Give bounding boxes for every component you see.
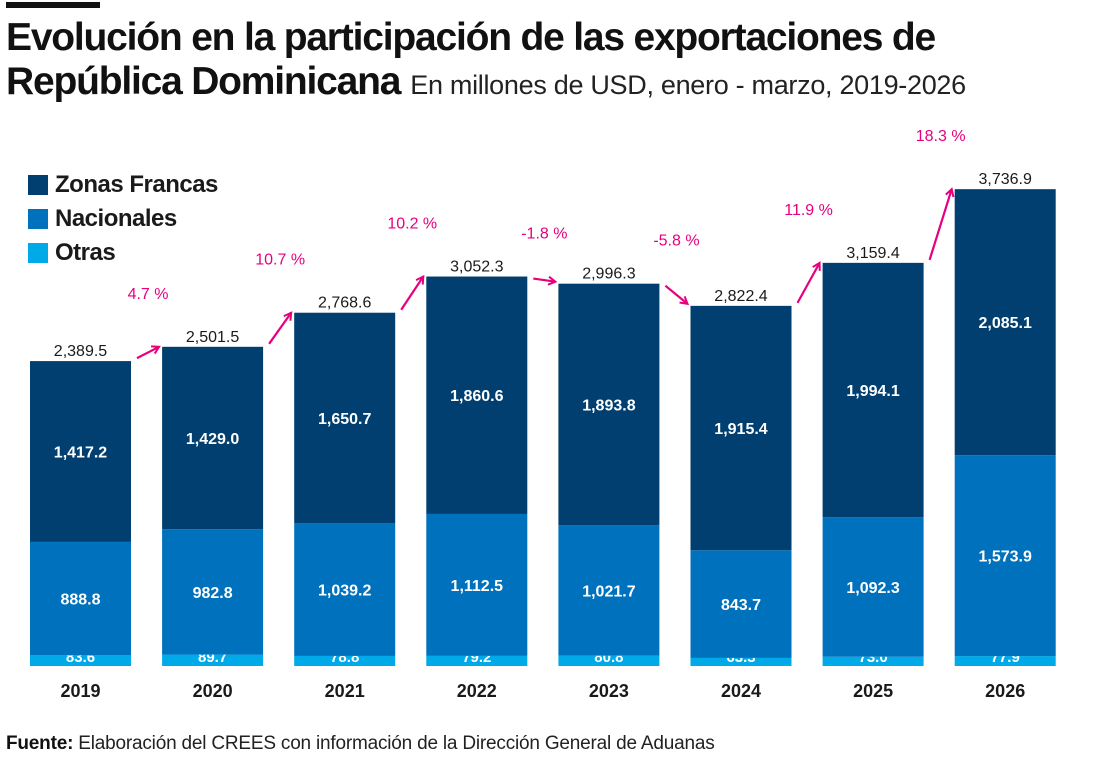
legend-swatch bbox=[28, 243, 48, 263]
x-tick-label: 2021 bbox=[325, 681, 365, 701]
growth-rate-label: 10.2 % bbox=[387, 216, 437, 233]
growth-arrow bbox=[796, 263, 820, 304]
bar-zonas-francas bbox=[954, 189, 1056, 456]
growth-arrow bbox=[268, 313, 291, 345]
legend-item-nacionales: Nacionales bbox=[28, 202, 218, 236]
bar-otras bbox=[954, 656, 1056, 666]
legend: Zonas Francas Nacionales Otras bbox=[28, 168, 218, 270]
legend-label: Nacionales bbox=[55, 205, 177, 232]
source-text: Elaboración del CREES con información de… bbox=[73, 733, 715, 754]
bar-otras bbox=[294, 655, 396, 666]
bar-nacionales bbox=[954, 455, 1056, 657]
segment-value-label: 1,915.4 bbox=[714, 421, 767, 438]
bar-nacionales bbox=[30, 541, 131, 656]
segment-value-label: 2,085.1 bbox=[979, 315, 1032, 332]
title-line-2: República Dominicana bbox=[6, 60, 401, 103]
x-tick-label: 2023 bbox=[589, 681, 629, 701]
segment-value-label: 1,112.5 bbox=[451, 578, 504, 595]
bar-otras bbox=[558, 655, 660, 666]
segment-value-label: 1,573.9 bbox=[979, 549, 1032, 566]
x-tick-label: 2026 bbox=[985, 681, 1025, 701]
bar-zonas-francas bbox=[558, 283, 660, 526]
bar-otras bbox=[690, 657, 792, 666]
legend-item-zonas-francas: Zonas Francas bbox=[28, 168, 218, 202]
segment-value-label: 1,994.1 bbox=[846, 383, 899, 400]
total-value-label: 2,822.4 bbox=[714, 288, 767, 305]
chart-title: Evolución en la participación de las exp… bbox=[6, 16, 966, 107]
bar-nacionales bbox=[822, 517, 924, 657]
source-label: Fuente: bbox=[6, 733, 74, 754]
legend-swatch bbox=[28, 175, 48, 195]
total-value-label: 2,996.3 bbox=[582, 266, 635, 283]
legend-label: Zonas Francas bbox=[55, 171, 218, 198]
x-tick-label: 2022 bbox=[457, 681, 497, 701]
growth-arrow bbox=[928, 189, 952, 261]
bar-nacionales bbox=[294, 523, 396, 656]
bar-nacionales bbox=[162, 529, 264, 655]
growth-rate-label: 11.9 % bbox=[784, 202, 833, 219]
bar-zonas-francas bbox=[294, 312, 396, 524]
title-line-1: Evolución en la participación de las exp… bbox=[6, 16, 936, 59]
bar-otras bbox=[426, 655, 528, 666]
growth-arrow bbox=[400, 277, 423, 311]
x-tick-label: 2019 bbox=[60, 681, 100, 701]
legend-item-otras: Otras bbox=[28, 236, 218, 270]
segment-value-label: 1,092.3 bbox=[846, 580, 899, 597]
growth-arrow bbox=[533, 279, 555, 282]
total-value-label: 2,768.6 bbox=[318, 295, 371, 312]
chart-subtitle: En millones de USD, enero - marzo, 2019-… bbox=[410, 70, 966, 100]
growth-arrow bbox=[664, 284, 687, 304]
title-accent-bar bbox=[6, 2, 100, 8]
bar-nacionales bbox=[558, 525, 660, 656]
legend-swatch bbox=[28, 209, 48, 229]
total-value-label: 3,052.3 bbox=[450, 259, 503, 276]
x-tick-label: 2020 bbox=[193, 681, 233, 701]
x-tick-label: 2024 bbox=[721, 681, 761, 701]
growth-rate-label: 18.3 % bbox=[916, 128, 966, 145]
bar-otras bbox=[162, 654, 264, 666]
growth-arrow bbox=[136, 347, 159, 360]
growth-rate-label: -1.8 % bbox=[521, 226, 567, 243]
source-note: Fuente: Elaboración del CREES con inform… bbox=[6, 733, 715, 755]
growth-rate-label: 4.7 % bbox=[128, 286, 169, 303]
total-value-label: 3,159.4 bbox=[846, 245, 899, 262]
bar-nacionales bbox=[690, 550, 792, 658]
total-value-label: 3,736.9 bbox=[979, 171, 1032, 188]
growth-rate-label: 10.7 % bbox=[255, 252, 305, 269]
segment-value-label: 843.7 bbox=[721, 597, 761, 614]
x-tick-label: 2025 bbox=[853, 681, 893, 701]
segment-value-label: 1,650.7 bbox=[318, 411, 371, 428]
segment-value-label: 982.8 bbox=[193, 585, 233, 602]
title-line-2-row: República Dominicana En millones de USD, … bbox=[6, 60, 966, 107]
bar-otras bbox=[822, 656, 924, 666]
bar-zonas-francas bbox=[822, 262, 924, 518]
total-value-label: 2,501.5 bbox=[186, 329, 239, 346]
segment-value-label: 1,021.7 bbox=[582, 584, 635, 601]
growth-rate-label: -5.8 % bbox=[653, 233, 699, 250]
bar-otras bbox=[30, 655, 131, 666]
segment-value-label: 1,860.6 bbox=[450, 388, 503, 405]
segment-value-label: 1,039.2 bbox=[318, 583, 371, 600]
segment-value-label: 1,417.2 bbox=[54, 445, 107, 462]
legend-label: Otras bbox=[55, 239, 116, 266]
segment-value-label: 888.8 bbox=[60, 592, 100, 609]
segment-value-label: 1,429.0 bbox=[186, 431, 239, 448]
bar-nacionales bbox=[426, 513, 528, 656]
bar-zonas-francas bbox=[426, 276, 528, 514]
segment-value-label: 1,893.8 bbox=[582, 397, 635, 414]
bar-zonas-francas bbox=[690, 305, 792, 551]
total-value-label: 2,389.5 bbox=[54, 343, 107, 360]
bar-zonas-francas bbox=[162, 346, 264, 530]
bar-zonas-francas bbox=[30, 361, 131, 542]
